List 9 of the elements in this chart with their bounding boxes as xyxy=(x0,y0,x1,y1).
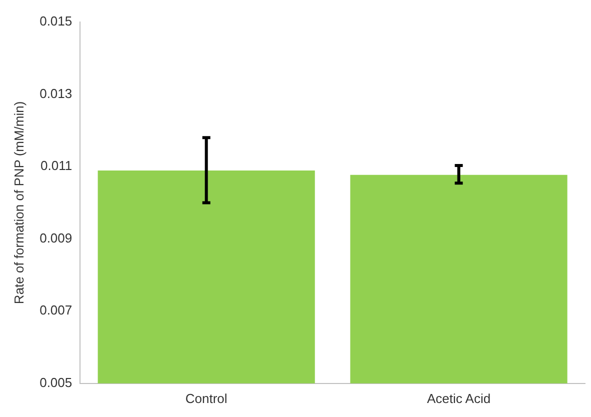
y-tick-label: 0.007 xyxy=(40,302,72,318)
y-axis-title: Rate of formation of PNP (mM/min) xyxy=(11,101,26,304)
y-tick-label: 0.011 xyxy=(40,158,72,174)
y-tick-label: 0.015 xyxy=(40,14,72,29)
y-tick-label: 0.013 xyxy=(40,86,72,101)
x-tick-label: Acetic Acid xyxy=(426,390,491,406)
y-tick-label: 0.005 xyxy=(40,374,72,390)
x-tick-label: Control xyxy=(185,390,228,406)
y-tick-label: 0.009 xyxy=(40,230,72,246)
